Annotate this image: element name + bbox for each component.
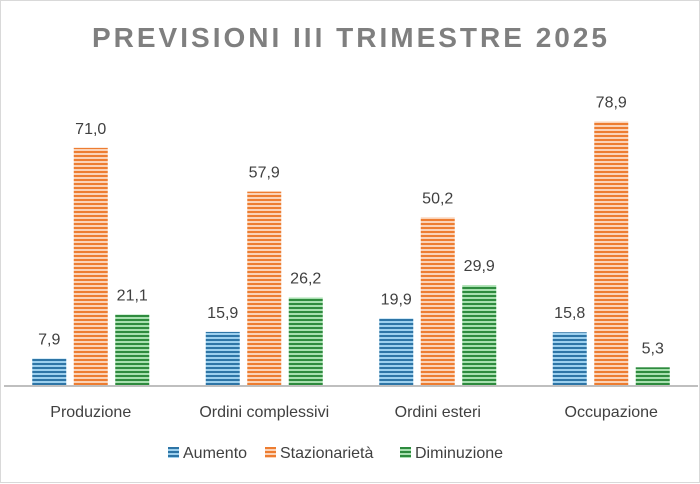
data-label: 29,9 [464, 258, 495, 275]
data-label: 57,9 [249, 165, 280, 182]
data-label: 15,9 [207, 305, 238, 322]
category-label: Ordini esteri [395, 404, 481, 421]
legend-swatch-1 [265, 447, 276, 458]
legend-label: Aumento [183, 445, 247, 462]
bar-aumento-3 [552, 332, 587, 385]
data-label: 71,0 [75, 121, 106, 138]
bar-stazionarietà-2 [420, 217, 455, 385]
legend-label: Stazionarietà [280, 445, 373, 462]
category-label: Produzione [50, 404, 131, 421]
category-label: Ordini complessivi [199, 404, 329, 421]
data-label: 21,1 [117, 288, 148, 305]
bar-aumento-2 [379, 318, 414, 385]
bar-diminuzione-0 [115, 314, 150, 385]
legend-swatch-2 [400, 447, 411, 458]
data-label: 15,8 [554, 305, 585, 322]
data-label: 78,9 [596, 94, 627, 111]
bar-stazionarietà-3 [594, 121, 629, 385]
chart-title: PREVISIONI III TRIMESTRE 2025 [92, 22, 610, 53]
data-label: 19,9 [381, 292, 412, 309]
bar-stazionarietà-1 [247, 191, 282, 385]
bar-diminuzione-3 [635, 367, 670, 385]
bar-aumento-0 [32, 358, 67, 385]
data-label: 7,9 [38, 332, 60, 349]
data-label: 5,3 [642, 340, 664, 357]
legend-label: Diminuzione [415, 445, 503, 462]
bar-aumento-1 [205, 331, 240, 385]
bar-diminuzione-2 [462, 285, 497, 385]
category-label: Occupazione [565, 404, 658, 421]
bar-diminuzione-1 [288, 297, 323, 385]
data-label: 50,2 [422, 190, 453, 207]
bar-stazionarietà-0 [73, 147, 108, 385]
legend-swatch-0 [168, 447, 179, 458]
data-label: 26,2 [290, 270, 321, 287]
